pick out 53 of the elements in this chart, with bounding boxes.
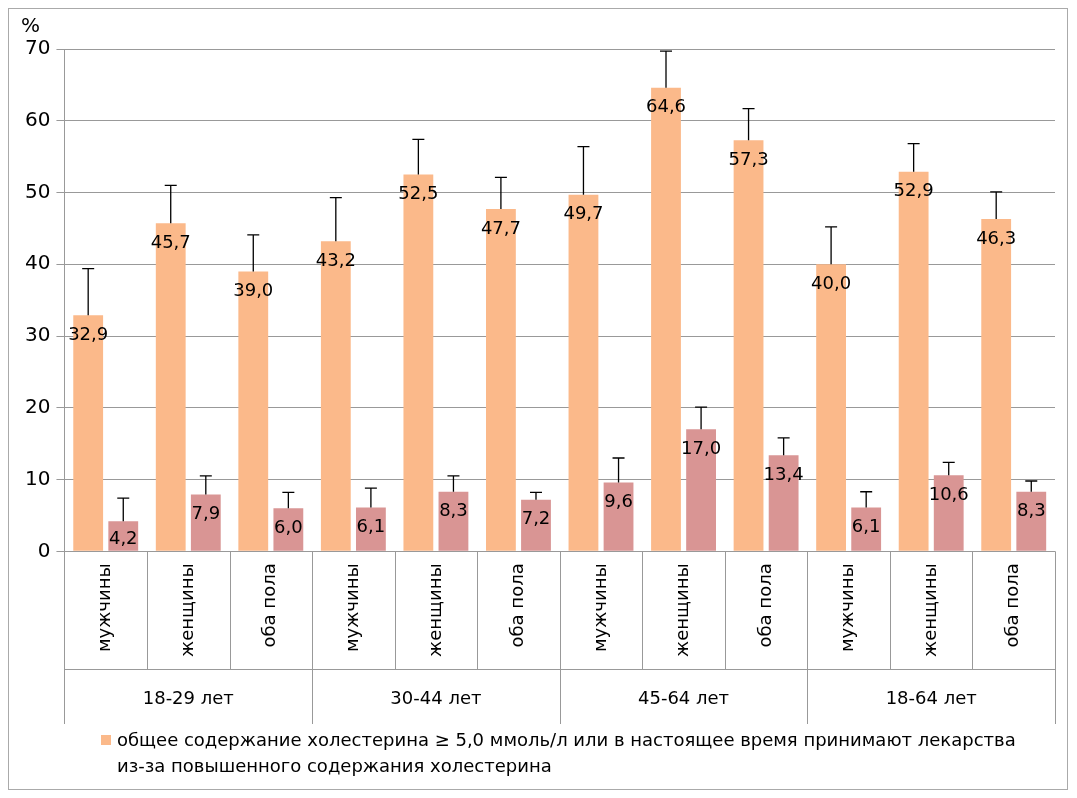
data-label: 10,6 [928, 482, 969, 504]
data-label: 17,0 [681, 436, 722, 458]
data-label: 8,3 [439, 499, 468, 521]
x-tick-label: женщины [423, 563, 445, 658]
data-label: 43,2 [315, 248, 356, 270]
text: 30-44 лет [390, 686, 482, 708]
text: 18-29 лет [142, 686, 234, 708]
x-tick-label: оба пола [506, 563, 528, 648]
x-tick-label: оба пола [258, 563, 280, 648]
data-label: 40,0 [811, 271, 852, 293]
x-tick-label: женщины [918, 563, 940, 658]
legend-label: общее содержание холестерина ≥ 5,0 ммоль/л или в настоящее время принимают лекарства из-за повышенного содержания холестерина [117, 728, 1017, 778]
x-tick-label: мужчины [836, 563, 858, 653]
y-tick-label: 40 [25, 250, 51, 275]
x-tick-label: оба пола [753, 563, 775, 648]
data-label: 57,3 [728, 147, 769, 169]
y-tick-label: 0 [37, 537, 51, 562]
data-label: 6,0 [274, 515, 303, 537]
data-label: 6,1 [851, 515, 881, 537]
text: 18-64 лет [885, 686, 977, 708]
x-tick-label: женщины [671, 563, 693, 658]
x-tick-label: мужчины [341, 563, 363, 653]
data-label: 49,7 [563, 202, 604, 224]
data-label: 13,4 [763, 462, 804, 484]
y-tick-label: 60 [25, 106, 51, 131]
text: 45-64 лет [638, 686, 730, 708]
y-tick-label: 20 [25, 393, 51, 418]
y-tick-label: 10 [25, 465, 51, 490]
data-label: 64,6 [645, 95, 687, 117]
bar [190, 494, 221, 551]
data-label: 7,2 [521, 507, 551, 529]
data-label: 8,3 [1016, 499, 1046, 521]
data-label: 4,2 [108, 526, 138, 548]
data-label: 45,7 [150, 231, 191, 253]
x-tick-label: оба пола [1001, 563, 1023, 648]
bar [1016, 491, 1047, 551]
data-label: 39,0 [233, 279, 274, 301]
y-tick-label: 50 [25, 178, 51, 203]
y-tick-label: 70 [25, 35, 51, 60]
data-label: 7,9 [191, 502, 221, 524]
data-label: 52,9 [893, 179, 934, 201]
data-label: 32,9 [68, 322, 109, 344]
data-label: 52,5 [398, 182, 439, 204]
bar [521, 499, 551, 551]
y-axis-title: % [21, 13, 41, 38]
data-label: 6,1 [356, 515, 386, 537]
x-tick-label: женщины [175, 563, 197, 658]
x-tick-label: мужчины [588, 563, 610, 653]
y-tick-label: 30 [25, 322, 51, 347]
x-tick-label: мужчины [93, 563, 115, 653]
data-label: 9,6 [604, 490, 633, 512]
data-label: 47,7 [480, 216, 521, 238]
data-label: 46,3 [976, 226, 1017, 248]
